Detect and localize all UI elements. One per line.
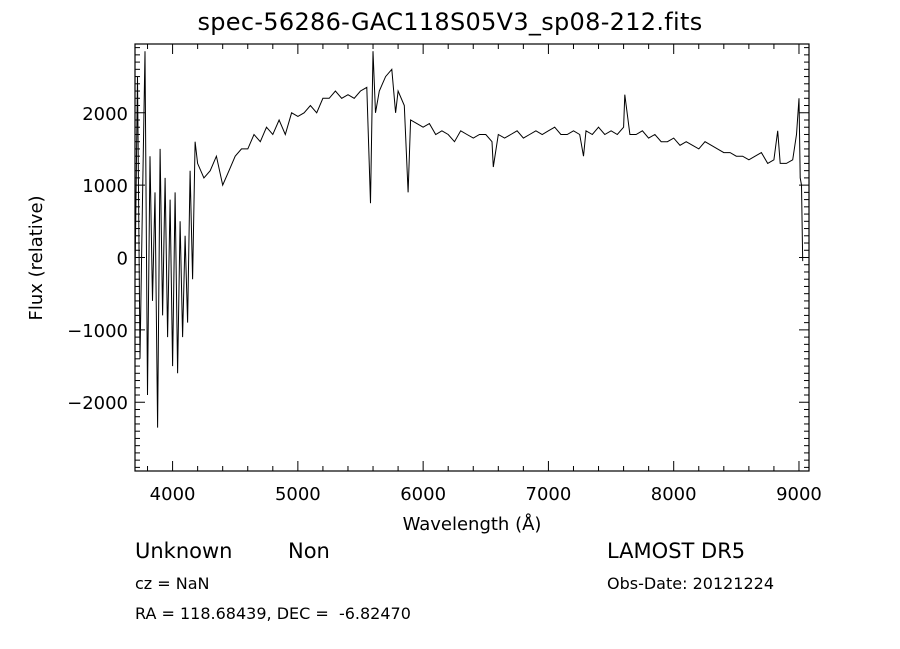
spectrum-line [134, 51, 804, 428]
y-tick-label: 2000 [82, 104, 128, 125]
x-tick-label: 7000 [526, 484, 572, 505]
y-tick-label: −1000 [67, 321, 128, 342]
survey-name: LAMOST DR5 [607, 539, 746, 563]
coordinates-text: RA = 118.68439, DEC = -6.82470 [135, 604, 411, 623]
y-tick-label: −2000 [67, 393, 128, 414]
y-axis-label: Flux (relative) [26, 195, 47, 320]
y-tick-label: 0 [117, 249, 128, 270]
x-tick-label: 9000 [776, 484, 822, 505]
x-tick-label: 4000 [150, 484, 196, 505]
y-tick-label: 1000 [82, 176, 128, 197]
observation-date: Obs-Date: 20121224 [607, 574, 775, 593]
x-tick-label: 8000 [651, 484, 697, 505]
chart-title: spec-56286-GAC118S05V3_sp08-212.fits [197, 8, 703, 36]
object-class: Unknown [135, 539, 233, 563]
object-subclass: Non [288, 539, 330, 563]
x-axis-label: Wavelength (Å) [403, 513, 542, 535]
redshift-text: cz = NaN [135, 574, 210, 593]
axis-ticks [135, 44, 809, 471]
axis-tick-labels: 4000 5000 6000 7000 8000 9000 −2000 −1000 0 1000 2… [67, 104, 822, 505]
x-tick-label: 6000 [400, 484, 446, 505]
x-tick-label: 5000 [275, 484, 321, 505]
plot-frame [134, 43, 810, 472]
